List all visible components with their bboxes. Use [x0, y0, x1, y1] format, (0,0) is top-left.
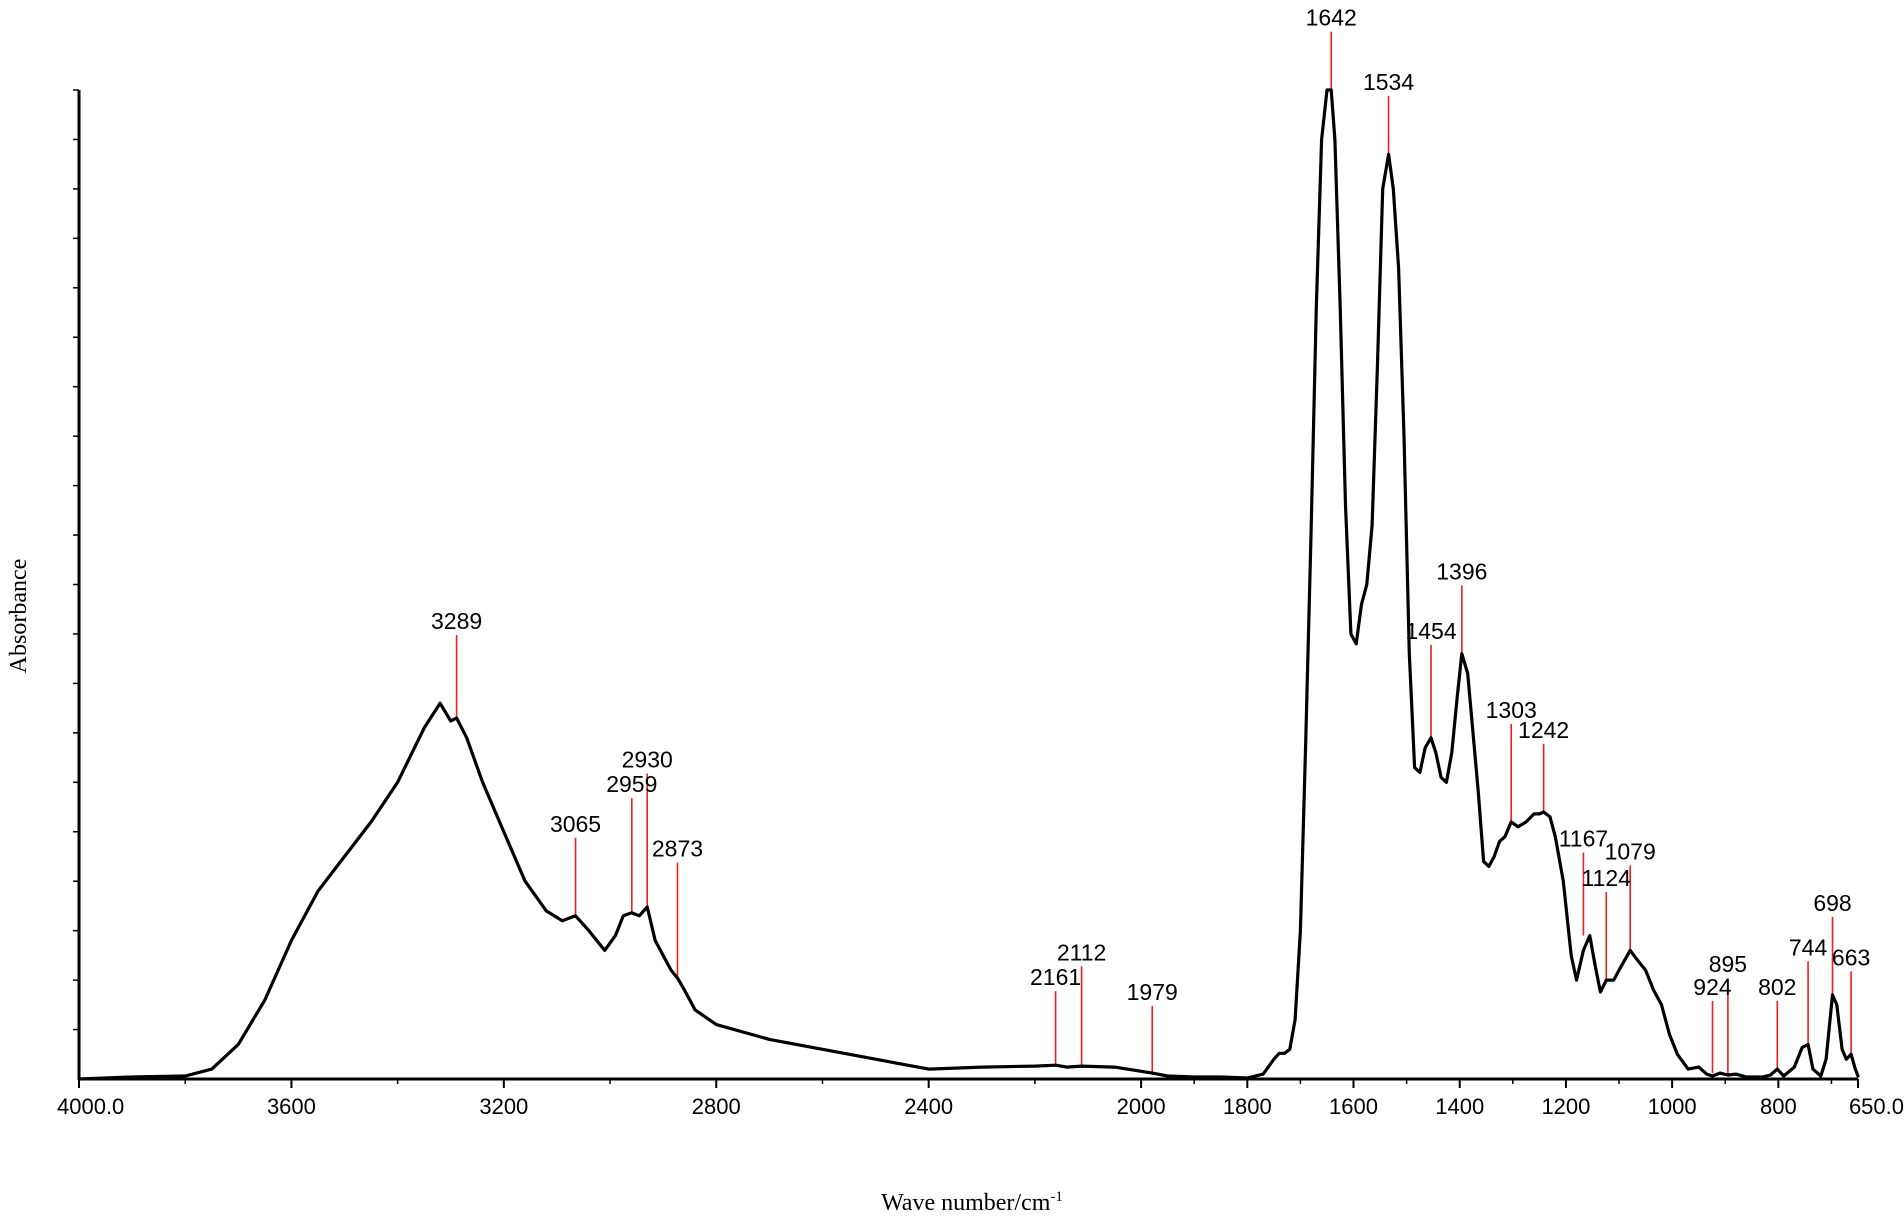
peak-label-1642: 1642 — [1306, 5, 1357, 31]
peak-label-895: 895 — [1709, 951, 1747, 977]
x-tick-label: 1000 — [1648, 1094, 1697, 1119]
x-axis-title: Wave number/cm-1 — [881, 1189, 1063, 1216]
x-axis-title-text: Wave number/cm — [881, 1190, 1051, 1216]
peak-label-1396: 1396 — [1436, 559, 1487, 585]
peak-label-663: 663 — [1832, 944, 1870, 970]
x-tick-label: 2400 — [904, 1094, 953, 1119]
peak-label-1124: 1124 — [1582, 865, 1632, 891]
peak-label-2873: 2873 — [652, 835, 703, 861]
x-tick-label: 3600 — [267, 1094, 316, 1119]
peak-label-2930: 2930 — [622, 746, 673, 772]
peak-label-1454: 1454 — [1405, 618, 1456, 644]
x-tick-label: 800 — [1760, 1094, 1797, 1119]
peak-markers — [455, 31, 1852, 1075]
spectrum-series — [77, 88, 1860, 1081]
x-tick-label: 650.0 — [1849, 1094, 1904, 1119]
x-tick-label: 2800 — [692, 1094, 741, 1119]
peak-label-1242: 1242 — [1518, 717, 1569, 743]
peak-label-3289: 3289 — [431, 608, 482, 634]
peak-label-2959: 2959 — [606, 771, 657, 797]
peak-label-802: 802 — [1758, 974, 1796, 1000]
peak-label-2161: 2161 — [1030, 964, 1081, 990]
spectrum-line-1 — [77, 88, 1860, 1081]
peak-label-924: 924 — [1693, 974, 1732, 1000]
peak-label-1303: 1303 — [1486, 697, 1537, 723]
x-tick-label: 1200 — [1541, 1094, 1590, 1119]
x-tick-label: 1400 — [1435, 1094, 1484, 1119]
y-axis-title: Absorbance — [6, 559, 32, 674]
x-tick-label: 2000 — [1117, 1094, 1166, 1119]
x-tick-label: 1600 — [1329, 1094, 1378, 1119]
peak-label-1534: 1534 — [1363, 69, 1414, 95]
x-tick-label: 1800 — [1223, 1094, 1272, 1119]
peak-label-698: 698 — [1813, 890, 1851, 916]
peak-label-1167: 1167 — [1559, 826, 1608, 852]
peak-label-744: 744 — [1789, 934, 1828, 960]
peak-label-1079: 1079 — [1605, 838, 1656, 864]
peak-label-2112: 2112 — [1057, 939, 1106, 965]
peak-label-1979: 1979 — [1127, 979, 1178, 1005]
peak-label-3065: 3065 — [550, 811, 601, 837]
x-axis-title-superscript: -1 — [1050, 1189, 1063, 1205]
x-tick-label: 4000.0 — [57, 1094, 124, 1119]
x-tick-label: 3200 — [479, 1094, 528, 1119]
axis-ticks: 4000.0 3600 3200 2800 2400 2000 1800 1600 1400 12… — [57, 89, 1904, 1119]
